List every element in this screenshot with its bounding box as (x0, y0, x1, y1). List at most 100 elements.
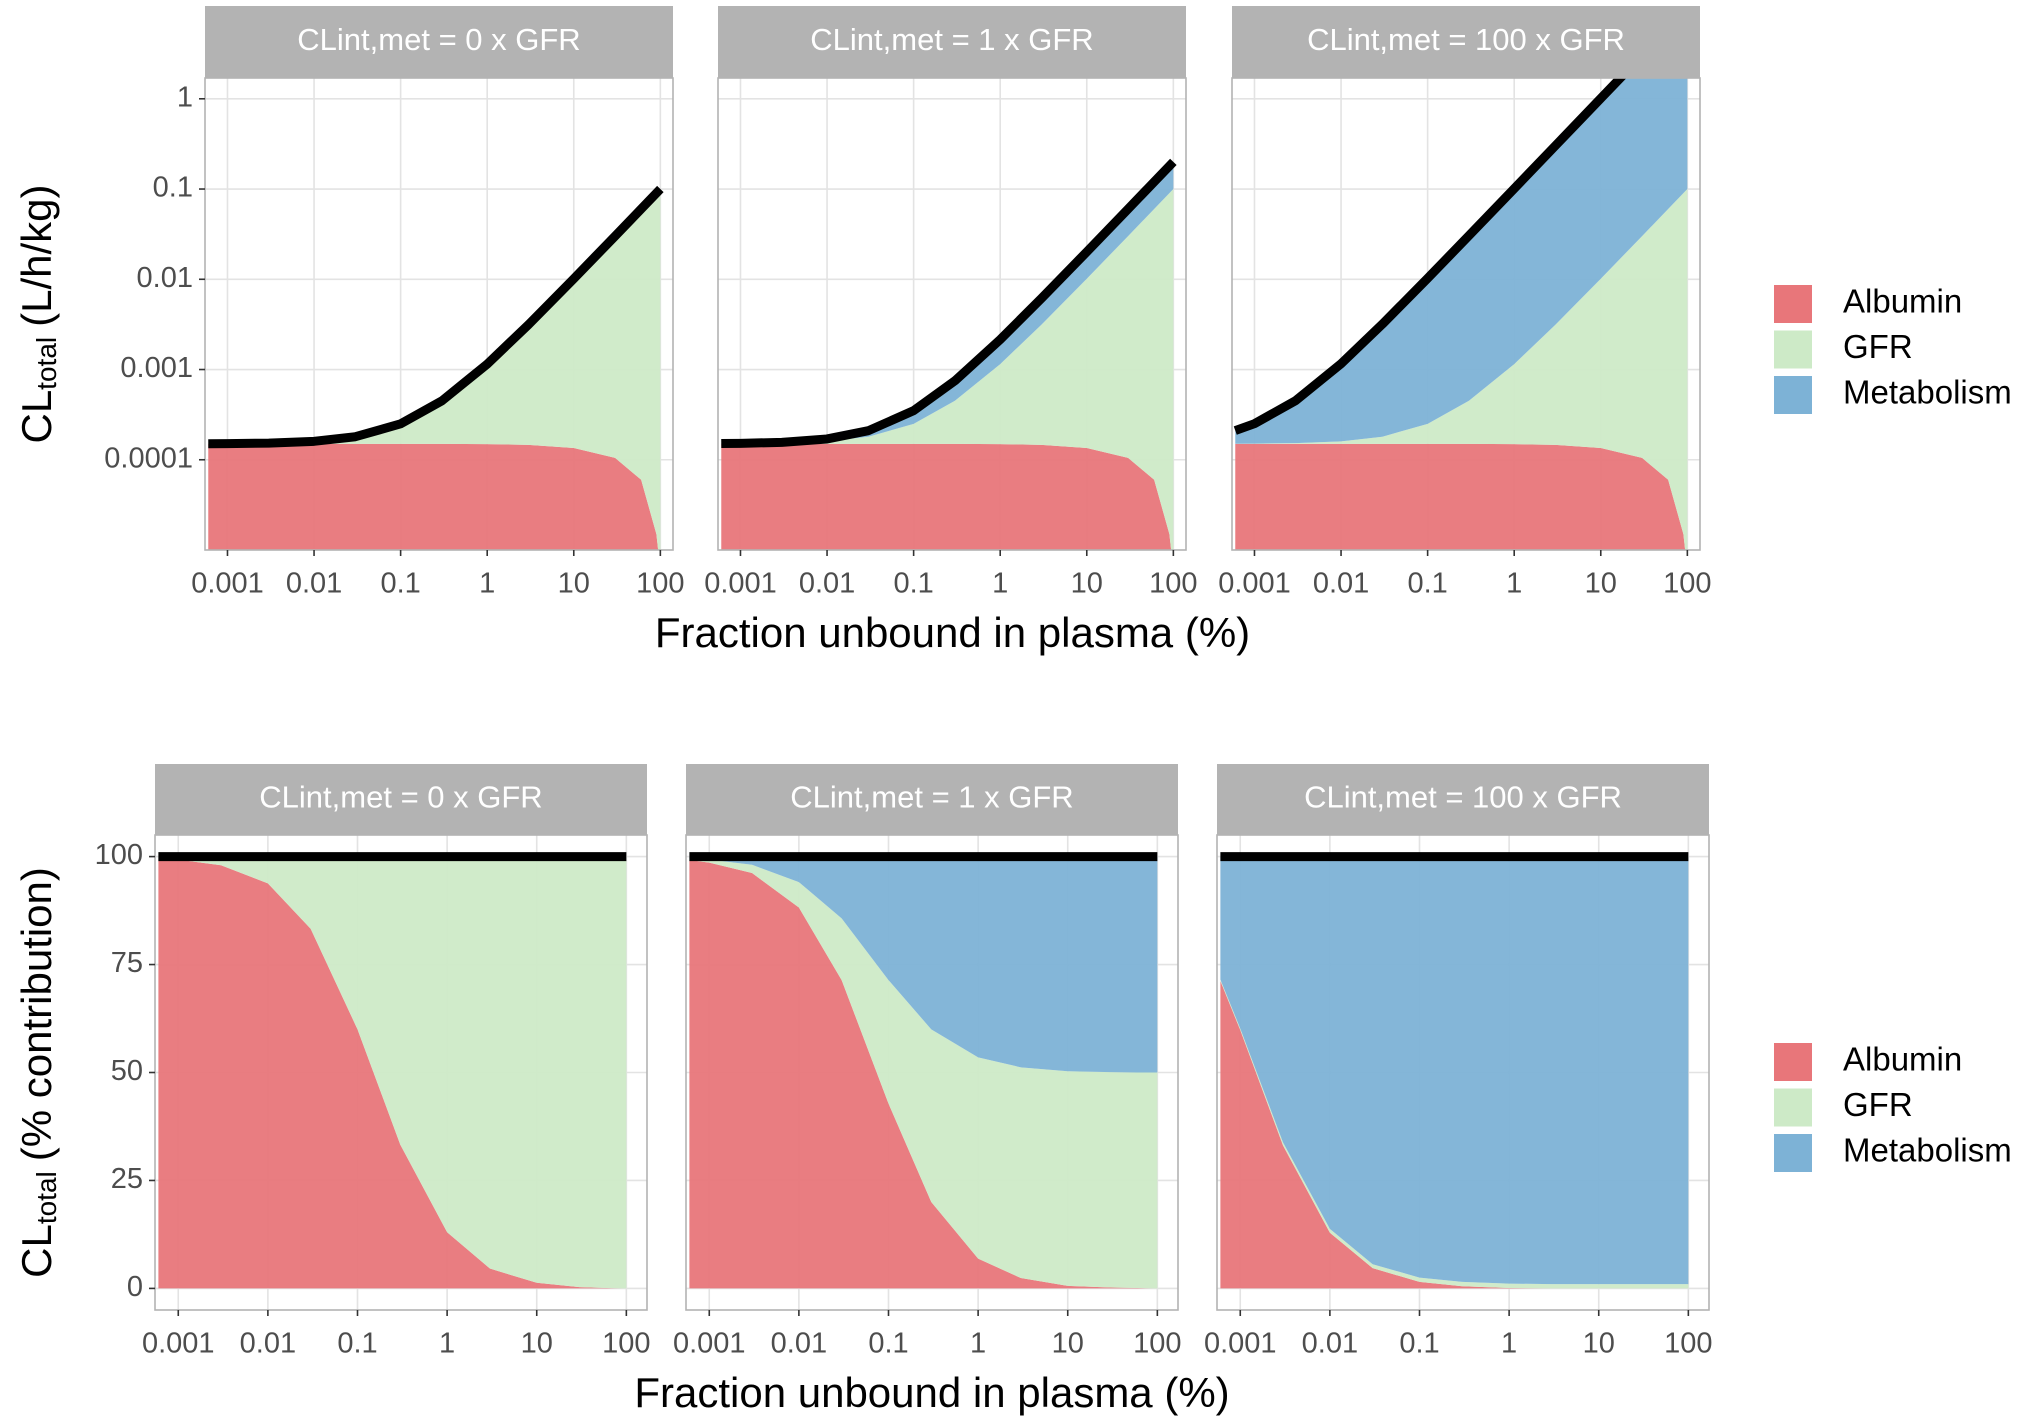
x-tick-label: 1 (970, 1328, 986, 1360)
area-albumin (721, 443, 1174, 550)
area-metabolism (1220, 856, 1689, 1285)
y-axis-title-main: CL (13, 390, 60, 444)
facet-title: CLint,met = 1 x GFR (790, 780, 1073, 815)
y-tick-label: 25 (111, 1163, 143, 1195)
area-metabolism (689, 856, 1158, 1073)
x-tick-label: 0.001 (1204, 1328, 1277, 1360)
legend-swatch (1774, 376, 1812, 414)
facet-strip (155, 764, 647, 835)
facet-title: CLint,met = 1 x GFR (810, 22, 1093, 57)
x-tick-label: 10 (558, 568, 590, 600)
y-tick-label: 0 (127, 1271, 143, 1303)
legend-swatch (1774, 1088, 1812, 1127)
plot-area (721, 158, 1177, 550)
y-tick-label: 50 (111, 1055, 143, 1087)
legend-swatch (1774, 330, 1812, 369)
x-tick-label: 100 (602, 1328, 650, 1360)
x-tick-label: 1 (992, 568, 1008, 600)
x-tick-label: 0.1 (893, 568, 933, 600)
area-albumin (158, 858, 627, 1289)
plot-area (1233, 78, 1688, 550)
x-tick-label: 10 (1585, 568, 1617, 600)
legend-label: Metabolism (1843, 374, 2012, 411)
x-tick-label: 0.001 (142, 1328, 215, 1360)
plot-area (208, 185, 664, 550)
y-axis-title-rest: (L/h/kg) (13, 184, 60, 326)
x-tick-label: 10 (1071, 568, 1103, 600)
x-tick-label: 1 (479, 568, 495, 600)
legend-label: GFR (1843, 1086, 1913, 1123)
y-axis-title-sub: total (31, 337, 62, 390)
y-axis-title: CLtotal (% contribution) (13, 867, 62, 1278)
x-tick-label: 0.01 (286, 568, 342, 600)
x-tick-label: 0.001 (191, 568, 264, 600)
legend-swatch (1774, 1134, 1812, 1172)
x-tick-label: 0.001 (1218, 568, 1291, 600)
facet-strip (1232, 6, 1700, 78)
y-tick-label: 0.001 (120, 352, 193, 384)
y-axis-title: CLtotal (L/h/kg) (13, 184, 62, 443)
plot-area (689, 852, 1158, 1289)
x-tick-label: 0.01 (240, 1328, 296, 1360)
x-tick-label: 1 (1506, 568, 1522, 600)
x-tick-label: 0.1 (337, 1328, 377, 1360)
area-gfr (1235, 189, 1688, 550)
legend-label: Albumin (1843, 283, 1962, 320)
total-line (721, 158, 1177, 449)
x-axis-title: Fraction unbound in plasma (%) (634, 1369, 1229, 1416)
x-tick-label: 0.001 (673, 1328, 746, 1360)
x-tick-label: 10 (1052, 1328, 1084, 1360)
facet-title: CLint,met = 100 x GFR (1304, 780, 1622, 815)
y-tick-label: 0.0001 (104, 442, 193, 474)
y-axis-title-main: CL (13, 1224, 60, 1278)
x-tick-label: 10 (1583, 1328, 1615, 1360)
y-tick-label: 0.1 (153, 172, 193, 204)
area-albumin (208, 443, 661, 550)
facet-title: CLint,met = 0 x GFR (259, 780, 542, 815)
area-gfr (208, 189, 661, 550)
x-tick-label: 0.1 (1407, 568, 1447, 600)
x-tick-label: 0.01 (1313, 568, 1369, 600)
x-tick-label: 0.1 (1399, 1328, 1439, 1360)
y-tick-label: 100 (95, 839, 143, 871)
area-gfr (689, 858, 1158, 1289)
y-axis-title-sub: total (31, 1171, 62, 1224)
x-tick-label: 1 (439, 1328, 455, 1360)
area-albumin (1220, 980, 1689, 1289)
legend-swatch (1774, 285, 1812, 323)
y-tick-label: 0.01 (137, 262, 193, 294)
x-tick-label: 100 (1664, 1328, 1712, 1360)
total-line (1233, 78, 1627, 435)
y-tick-label: 75 (111, 947, 143, 979)
facet-strip (718, 6, 1186, 78)
facet-title: CLint,met = 0 x GFR (297, 22, 580, 57)
area-gfr (158, 856, 627, 1289)
area-metabolism (1235, 78, 1688, 444)
x-tick-label: 0.1 (868, 1328, 908, 1360)
x-tick-label: 0.1 (380, 568, 420, 600)
x-tick-label: 0.01 (1302, 1328, 1358, 1360)
x-tick-label: 0.01 (771, 1328, 827, 1360)
total-line (208, 185, 664, 449)
x-axis-title: Fraction unbound in plasma (%) (655, 609, 1250, 656)
x-tick-label: 0.01 (799, 568, 855, 600)
x-tick-label: 100 (636, 568, 684, 600)
facet-strip (686, 764, 1178, 835)
x-tick-label: 100 (1663, 568, 1711, 600)
area-gfr (721, 189, 1174, 550)
area-albumin (1235, 443, 1688, 550)
x-tick-label: 10 (521, 1328, 553, 1360)
plot-area (1220, 852, 1689, 1289)
legend-label: GFR (1843, 328, 1913, 365)
y-tick-label: 1 (177, 81, 193, 113)
x-tick-label: 100 (1133, 1328, 1181, 1360)
x-tick-label: 0.001 (704, 568, 777, 600)
x-tick-label: 100 (1149, 568, 1197, 600)
facet-strip (1217, 764, 1709, 835)
area-albumin (689, 860, 1158, 1289)
plot-area (158, 852, 627, 1289)
legend-label: Albumin (1843, 1041, 1962, 1078)
legend-label: Metabolism (1843, 1132, 2012, 1169)
legend-swatch (1774, 1043, 1812, 1081)
